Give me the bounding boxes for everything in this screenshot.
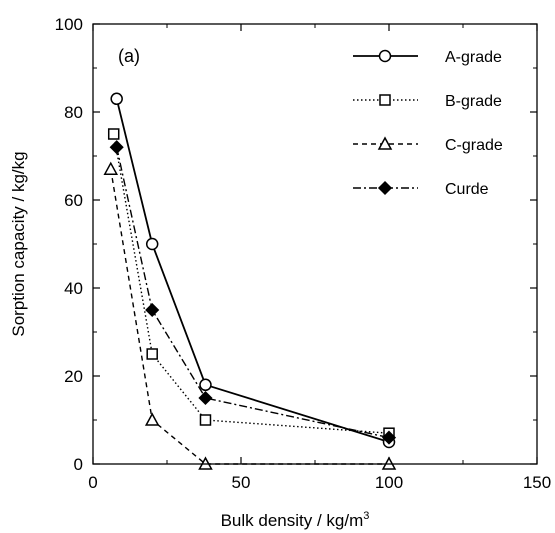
data-point bbox=[103, 161, 119, 175]
data-point bbox=[146, 348, 158, 360]
data-point bbox=[198, 390, 213, 406]
x-axis-label-superscript: 3 bbox=[363, 510, 369, 522]
series-line bbox=[115, 98, 390, 443]
data-point bbox=[145, 237, 159, 251]
data-point bbox=[199, 414, 212, 426]
x-tick-label: 0 bbox=[88, 473, 97, 492]
x-axis-label: Bulk density / kg/m3 bbox=[221, 510, 370, 530]
legend-marker bbox=[378, 49, 392, 63]
legend-label: A-grade bbox=[445, 49, 502, 66]
legend-marker bbox=[377, 180, 393, 196]
panel-label: (a) bbox=[118, 46, 140, 66]
y-tick-label: 40 bbox=[64, 279, 83, 298]
legend-label: C-grade bbox=[445, 137, 503, 154]
x-tick-label: 50 bbox=[232, 473, 251, 492]
data-point bbox=[110, 92, 123, 106]
y-tick-label: 80 bbox=[64, 103, 83, 122]
data-point bbox=[144, 412, 160, 426]
series-a-grade bbox=[110, 92, 396, 449]
legend-marker bbox=[377, 136, 393, 150]
data-point bbox=[107, 128, 120, 140]
y-tick-label: 100 bbox=[55, 15, 83, 34]
plot-frame bbox=[92, 23, 538, 465]
legend-marker bbox=[379, 94, 391, 106]
y-tick-label: 0 bbox=[74, 455, 83, 474]
data-point bbox=[145, 302, 160, 318]
y-tick-label: 20 bbox=[64, 367, 83, 386]
series-line bbox=[115, 147, 390, 439]
legend-label: B-grade bbox=[445, 93, 502, 110]
series-line bbox=[113, 133, 390, 434]
axis-ticks: 0 20 40 60 80 100 0 50 100 150 bbox=[55, 15, 552, 492]
series-b-grade bbox=[107, 128, 395, 439]
data-point bbox=[381, 430, 397, 445]
data-point bbox=[109, 140, 124, 155]
data-point bbox=[199, 378, 212, 392]
legend: A-grade B-grade C-grade Curde bbox=[353, 49, 503, 198]
y-axis-label: Sorption capacity / kg/kg bbox=[9, 151, 28, 336]
x-tick-label: 150 bbox=[523, 473, 551, 492]
x-tick-label: 100 bbox=[375, 473, 403, 492]
y-tick-label: 60 bbox=[64, 191, 83, 210]
legend-label: Curde bbox=[445, 181, 489, 198]
series-curde bbox=[109, 140, 397, 445]
series-layer bbox=[103, 92, 397, 470]
